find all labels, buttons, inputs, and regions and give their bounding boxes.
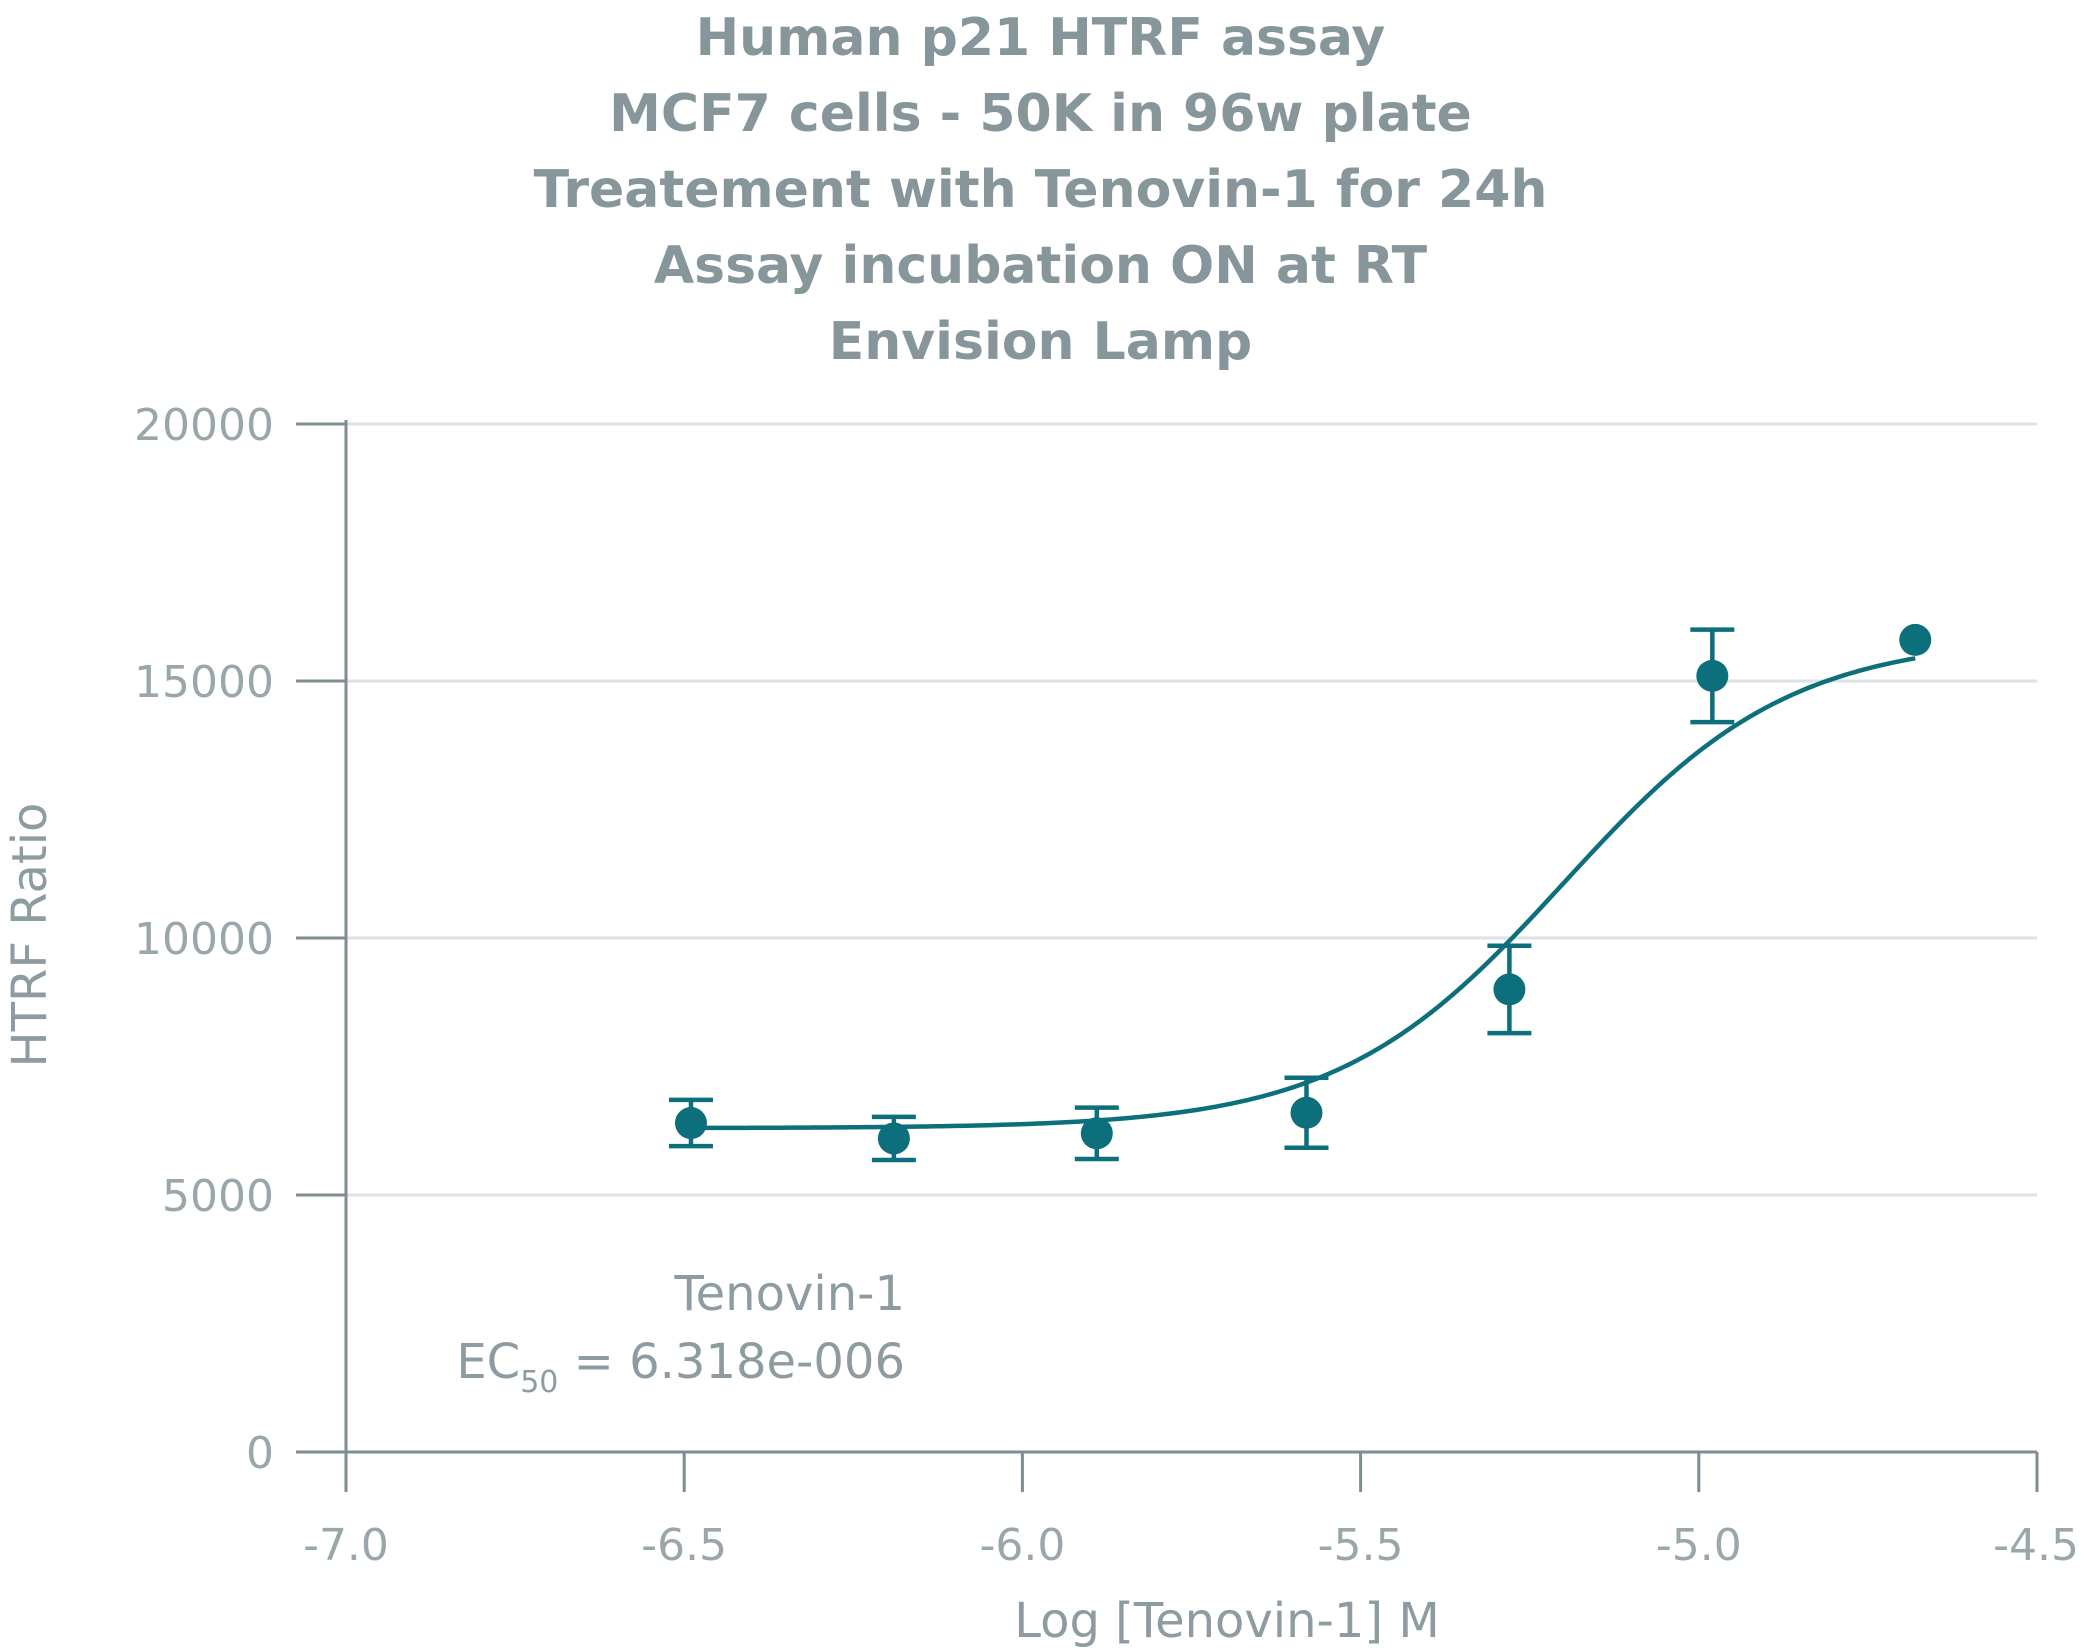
- y-tick-label: 10000: [134, 914, 274, 965]
- x-tick-label: -5.5: [1318, 1520, 1404, 1571]
- y-tick-label: 20000: [134, 400, 274, 451]
- data-point: [877, 1122, 910, 1155]
- data-point: [1290, 1096, 1323, 1129]
- annotation-compound: Tenovin-1: [673, 1266, 905, 1322]
- y-tick-label: 0: [246, 1428, 274, 1479]
- x-tick-label: -4.5: [1993, 1520, 2079, 1571]
- annotation-ec50: EC50 = 6.318e-006: [456, 1334, 905, 1400]
- x-tick-label: -5.0: [1656, 1520, 1742, 1571]
- fit-curve-layer: [690, 656, 1916, 1131]
- data-point: [1899, 623, 1932, 656]
- chart-title-line-1: Human p21 HTRF assay: [695, 8, 1386, 68]
- y-axis-title: HTRF Ratio: [2, 803, 58, 1068]
- chart-title-line-5: Envision Lamp: [828, 312, 1253, 372]
- annotation-ec50-subscript: 50: [520, 1365, 558, 1400]
- x-tick-label: -6.0: [979, 1520, 1065, 1571]
- grid-lines: [346, 422, 2037, 1197]
- x-axis-title: Log [Tenovin-1] M: [1014, 1593, 1440, 1649]
- data-point: [674, 1107, 707, 1140]
- chart-title: Human p21 HTRF assay MCF7 cells - 50K in…: [0, 0, 2081, 380]
- data-point: [1493, 973, 1526, 1006]
- annotation-ec50-prefix: EC: [456, 1334, 520, 1390]
- x-tick-label: -6.5: [641, 1520, 727, 1571]
- data-point: [1080, 1117, 1113, 1150]
- annotation-ec50-value: = 6.318e-006: [558, 1334, 905, 1390]
- chart-title-line-2: MCF7 cells - 50K in 96w plate: [609, 84, 1472, 144]
- fit-curve: [690, 656, 1916, 1131]
- chart-title-line-3: Treatement with Tenovin-1 for 24h: [533, 160, 1548, 220]
- y-tick-label: 15000: [134, 657, 274, 708]
- data-point: [1696, 659, 1729, 692]
- chart-title-line-4: Assay incubation ON at RT: [653, 236, 1428, 296]
- axes: 0 5000 10000 15000 20000 -7.0 -6.5 -6.0 -5.5 -5.0…: [134, 400, 2079, 1571]
- x-tick-label: -7.0: [303, 1520, 389, 1571]
- data-points-layer: [668, 623, 1932, 1163]
- y-tick-label: 5000: [162, 1171, 274, 1222]
